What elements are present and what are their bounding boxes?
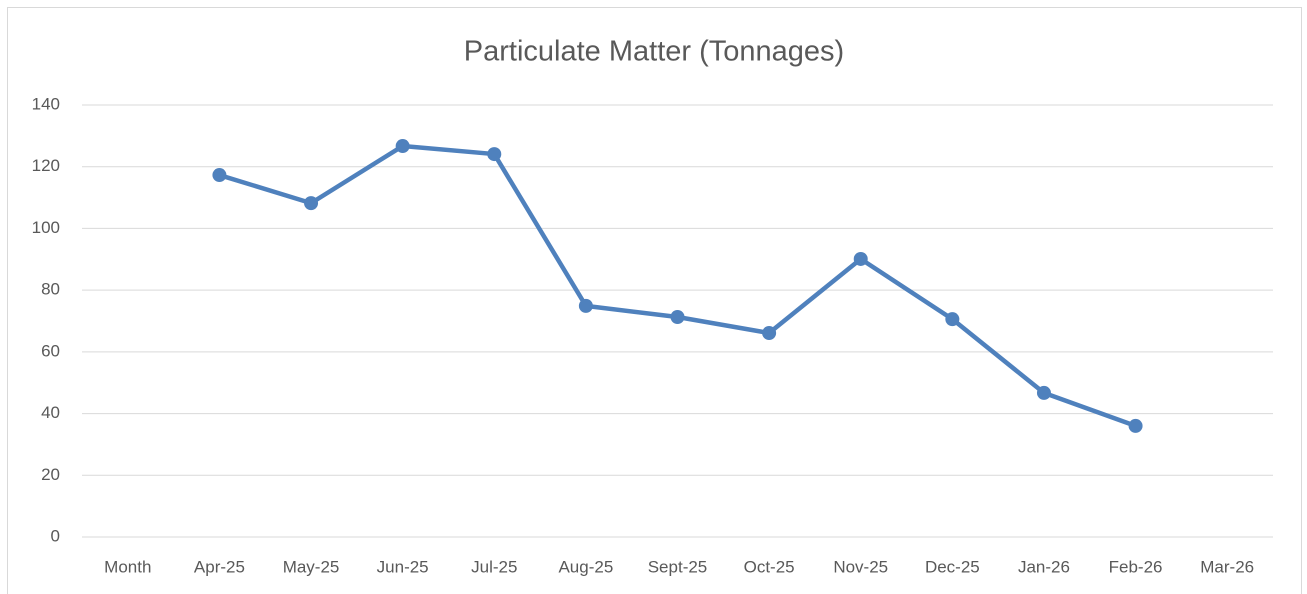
y-tick-label: 0 — [51, 526, 60, 545]
chart-frame — [7, 7, 1302, 594]
data-point — [1128, 418, 1143, 433]
x-tick-label: Jun-25 — [377, 557, 429, 576]
data-point — [762, 326, 777, 341]
y-tick-label: 80 — [41, 280, 60, 299]
x-tick-label: Mar-26 — [1200, 557, 1254, 576]
x-tick-label: Oct-25 — [744, 557, 795, 576]
data-point — [578, 298, 593, 313]
x-tick-label: May-25 — [283, 557, 340, 576]
x-tick-label: Nov-25 — [833, 557, 888, 576]
x-tick-label: Feb-26 — [1109, 557, 1163, 576]
x-tick-label: Aug-25 — [558, 557, 613, 576]
y-tick-label: 120 — [32, 156, 60, 175]
x-tick-label: Jul-25 — [471, 557, 517, 576]
data-point — [395, 139, 410, 154]
data-point — [304, 196, 319, 211]
data-point — [945, 312, 960, 327]
y-tick-label: 40 — [41, 403, 60, 422]
data-point — [487, 147, 502, 162]
data-point — [670, 309, 685, 324]
x-tick-label: Dec-25 — [925, 557, 980, 576]
y-tick-label: 20 — [41, 465, 60, 484]
chart-title: Particulate Matter (Tonnages) — [464, 36, 844, 68]
x-tick-label: Sept-25 — [648, 557, 708, 576]
data-point — [853, 251, 868, 266]
data-point — [1036, 385, 1051, 400]
x-tick-label: Jan-26 — [1018, 557, 1070, 576]
x-tick-label: Apr-25 — [194, 557, 245, 576]
y-tick-label: 140 — [32, 94, 60, 113]
data-point — [212, 168, 227, 183]
x-tick-label: Month — [104, 557, 151, 576]
y-tick-label: 60 — [41, 341, 60, 360]
y-tick-label: 100 — [32, 218, 60, 237]
